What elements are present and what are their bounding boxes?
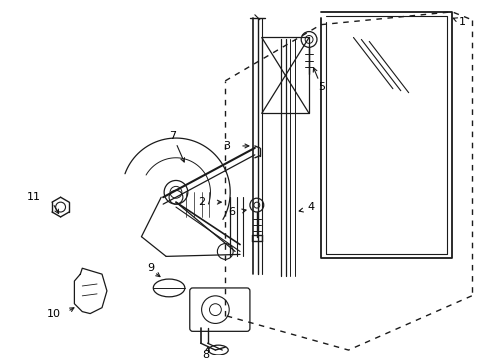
Text: 7: 7 <box>169 131 176 141</box>
Text: 5: 5 <box>318 82 325 92</box>
Text: 9: 9 <box>147 263 155 273</box>
Text: 6: 6 <box>228 207 235 217</box>
Text: 11: 11 <box>27 192 41 202</box>
Text: 2: 2 <box>198 197 205 207</box>
Text: 8: 8 <box>202 350 209 360</box>
Text: 1: 1 <box>458 17 465 27</box>
Text: 4: 4 <box>306 202 314 212</box>
Text: 3: 3 <box>223 141 230 151</box>
Text: 10: 10 <box>46 309 61 319</box>
